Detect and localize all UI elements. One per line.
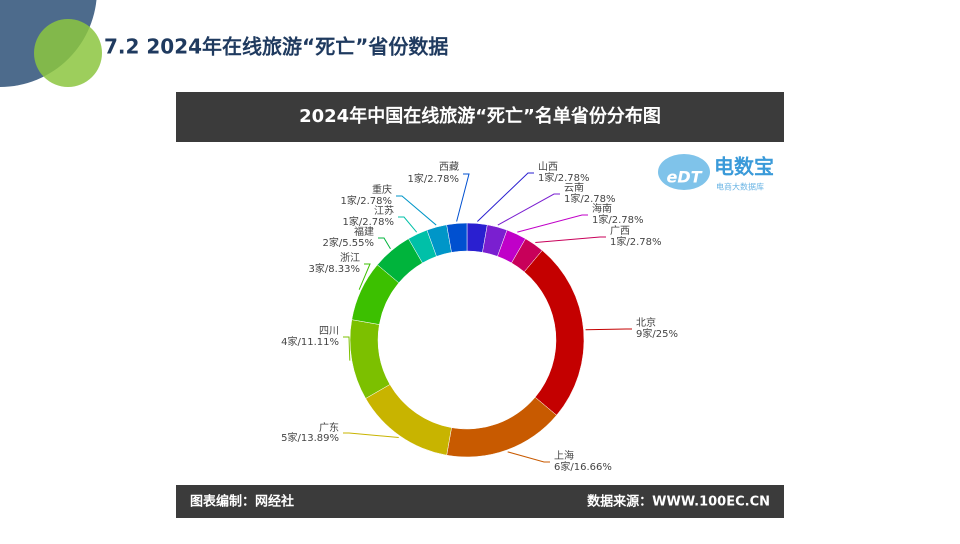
slice-name: 四川 bbox=[319, 326, 339, 337]
slice-name: 重庆 bbox=[372, 183, 392, 196]
slice-name: 云南 bbox=[564, 181, 584, 194]
data-label: 1家/2.78% bbox=[592, 213, 644, 226]
source-left: 图表编制：网经社 bbox=[190, 494, 294, 510]
source-right: 数据来源：WWW.100EC.CN bbox=[587, 494, 770, 510]
slice-name: 上海 bbox=[554, 449, 574, 462]
logo-name: 电数宝 bbox=[714, 155, 774, 179]
decor-circle bbox=[34, 19, 102, 87]
leader-line bbox=[358, 263, 371, 290]
chart-footer bbox=[176, 485, 784, 518]
donut-slice bbox=[446, 222, 468, 253]
leader-line bbox=[535, 236, 606, 244]
leader-line bbox=[456, 173, 470, 222]
leader-line bbox=[517, 214, 588, 233]
chart-title: 2024年中国在线旅游“死亡”名单省份分布图 bbox=[299, 105, 661, 127]
data-label: 1家/2.78% bbox=[564, 192, 616, 205]
data-label: 9家/25% bbox=[636, 327, 678, 340]
data-label: 1家/2.78% bbox=[341, 194, 393, 207]
slice-name: 广东 bbox=[319, 421, 339, 434]
logo: eDT 电数宝 电商大数据库 bbox=[658, 154, 774, 192]
slice-name: 福建 bbox=[354, 225, 374, 238]
slice-name: 浙江 bbox=[340, 252, 360, 264]
leader-line bbox=[585, 328, 632, 331]
data-label: 4家/11.11% bbox=[281, 335, 339, 348]
leader-line bbox=[343, 336, 351, 361]
data-label: 1家/2.78% bbox=[343, 215, 395, 228]
slice-name: 江苏 bbox=[374, 204, 394, 217]
slice-name: 广西 bbox=[610, 225, 630, 237]
slice-name: 西藏 bbox=[439, 161, 459, 173]
data-label: 1家/2.78% bbox=[610, 235, 662, 248]
logo-tagline: 电商大数据库 bbox=[716, 182, 764, 192]
leader-line bbox=[343, 432, 399, 438]
slide-title: 7.2 2024年在线旅游“死亡”省份数据 bbox=[104, 35, 448, 59]
plot: 山西1家/2.78%云南1家/2.78%海南1家/2.78%广西1家/2.78%… bbox=[281, 161, 678, 473]
data-label: 6家/16.66% bbox=[554, 460, 612, 473]
leader-line bbox=[507, 451, 550, 463]
leader-line bbox=[398, 216, 418, 233]
data-label: 1家/2.78% bbox=[408, 172, 460, 185]
leader-line bbox=[396, 195, 437, 226]
leader-line bbox=[497, 193, 560, 226]
data-label: 3家/8.33% bbox=[309, 262, 361, 275]
leader-line bbox=[477, 172, 534, 222]
data-label: 2家/5.55% bbox=[323, 236, 375, 249]
chart-header bbox=[176, 92, 784, 142]
slice-name: 山西 bbox=[538, 161, 558, 173]
slice-name: 海南 bbox=[592, 202, 612, 215]
data-label: 1家/2.78% bbox=[538, 171, 590, 184]
leader-line bbox=[378, 237, 391, 250]
logo-mark: eDT bbox=[666, 168, 702, 187]
logo-cloud bbox=[658, 154, 710, 190]
data-label: 5家/13.89% bbox=[281, 431, 339, 444]
slice-name: 北京 bbox=[636, 316, 656, 329]
